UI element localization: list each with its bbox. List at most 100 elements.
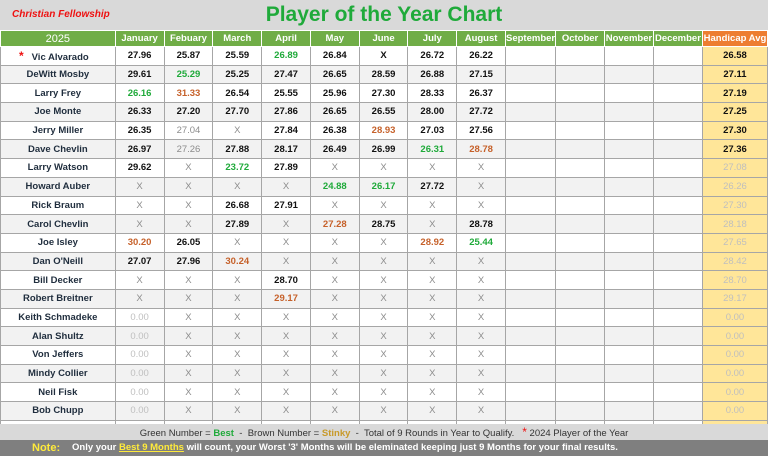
score-cell[interactable] [504, 64, 557, 85]
player-name-cell[interactable]: DeWitt Mosby [0, 64, 116, 85]
score-cell[interactable]: X [456, 307, 506, 328]
score-cell[interactable]: X [309, 232, 360, 253]
score-cell[interactable] [555, 345, 605, 365]
score-cell[interactable]: X [261, 345, 311, 365]
score-cell[interactable]: X [358, 46, 409, 66]
score-cell[interactable]: 26.72 [407, 46, 458, 66]
score-cell[interactable]: X [212, 176, 263, 197]
score-cell[interactable] [603, 83, 654, 104]
score-cell[interactable]: 27.89 [261, 158, 311, 178]
score-cell[interactable] [504, 251, 557, 272]
score-cell[interactable]: 27.03 [407, 120, 458, 141]
score-cell[interactable] [504, 363, 557, 384]
score-cell[interactable]: X [309, 382, 360, 403]
player-name-cell[interactable]: Howard Auber [0, 176, 116, 197]
player-name-cell[interactable]: Neil Fisk [0, 382, 116, 403]
score-cell[interactable]: 26.33 [114, 102, 165, 122]
handicap-avg-cell[interactable]: 27.08 [701, 158, 768, 178]
score-cell[interactable]: 25.29 [163, 64, 214, 85]
score-cell[interactable] [652, 382, 703, 403]
score-cell[interactable]: X [456, 195, 506, 216]
score-cell[interactable]: X [163, 363, 214, 384]
score-cell[interactable]: 27.89 [212, 214, 263, 234]
score-cell[interactable]: X [358, 232, 409, 253]
score-cell[interactable]: X [309, 345, 360, 365]
score-cell[interactable]: 26.22 [456, 46, 506, 66]
score-cell[interactable] [555, 64, 605, 85]
score-cell[interactable] [555, 214, 605, 234]
score-cell[interactable]: X [212, 363, 263, 384]
score-cell[interactable] [504, 288, 557, 309]
score-cell[interactable] [504, 176, 557, 197]
score-cell[interactable]: X [358, 270, 409, 290]
score-cell[interactable]: X [309, 195, 360, 216]
player-name-cell[interactable]: Von Jeffers [0, 345, 116, 365]
score-cell[interactable] [504, 270, 557, 290]
score-cell[interactable]: 28.92 [407, 232, 458, 253]
score-cell[interactable]: X [456, 158, 506, 178]
score-cell[interactable]: 27.15 [456, 64, 506, 85]
score-cell[interactable] [652, 401, 703, 421]
score-cell[interactable]: X [163, 382, 214, 403]
score-cell[interactable]: X [358, 288, 409, 309]
score-cell[interactable] [652, 307, 703, 328]
score-cell[interactable]: 26.55 [358, 102, 409, 122]
score-cell[interactable]: 27.47 [261, 64, 311, 85]
score-cell[interactable] [603, 270, 654, 290]
score-cell[interactable]: X [456, 270, 506, 290]
score-cell[interactable] [504, 195, 557, 216]
score-cell[interactable]: X [261, 176, 311, 197]
score-cell[interactable]: 27.91 [261, 195, 311, 216]
score-cell[interactable]: 27.96 [114, 46, 165, 66]
score-cell[interactable]: X [114, 214, 165, 234]
score-cell[interactable]: X [407, 382, 458, 403]
score-cell[interactable]: 27.28 [309, 214, 360, 234]
score-cell[interactable]: X [261, 401, 311, 421]
score-cell[interactable] [652, 46, 703, 66]
score-cell[interactable]: X [407, 363, 458, 384]
score-cell[interactable]: X [456, 176, 506, 197]
score-cell[interactable]: 25.87 [163, 46, 214, 66]
score-cell[interactable]: 0.00 [114, 307, 165, 328]
player-name-cell[interactable]: Larry Watson [0, 158, 116, 178]
score-cell[interactable]: 28.78 [456, 214, 506, 234]
score-cell[interactable]: X [261, 232, 311, 253]
score-cell[interactable]: X [114, 176, 165, 197]
score-cell[interactable]: X [358, 326, 409, 346]
score-cell[interactable]: 29.62 [114, 158, 165, 178]
score-cell[interactable]: X [456, 288, 506, 309]
player-name-cell[interactable]: Alan Shultz [0, 326, 116, 346]
score-cell[interactable]: X [407, 345, 458, 365]
handicap-avg-cell[interactable]: 0.00 [701, 345, 768, 365]
score-cell[interactable] [652, 83, 703, 104]
score-cell[interactable] [555, 251, 605, 272]
score-cell[interactable] [603, 251, 654, 272]
score-cell[interactable] [603, 288, 654, 309]
score-cell[interactable]: X [309, 401, 360, 421]
score-cell[interactable]: 26.49 [309, 139, 360, 160]
score-cell[interactable]: 27.04 [163, 120, 214, 141]
score-cell[interactable]: X [114, 288, 165, 309]
score-cell[interactable]: X [309, 363, 360, 384]
handicap-avg-cell[interactable]: 0.00 [701, 326, 768, 346]
score-cell[interactable]: X [261, 363, 311, 384]
handicap-avg-cell[interactable]: 29.17 [701, 288, 768, 309]
handicap-avg-cell[interactable]: 0.00 [701, 307, 768, 328]
score-cell[interactable]: X [261, 214, 311, 234]
month-header[interactable]: August [456, 30, 506, 47]
score-cell[interactable] [603, 195, 654, 216]
score-cell[interactable]: X [261, 307, 311, 328]
score-cell[interactable]: X [163, 288, 214, 309]
score-cell[interactable]: X [212, 401, 263, 421]
score-cell[interactable] [652, 232, 703, 253]
score-cell[interactable]: X [163, 326, 214, 346]
score-cell[interactable] [603, 401, 654, 421]
score-cell[interactable] [652, 214, 703, 234]
score-cell[interactable]: X [358, 158, 409, 178]
score-cell[interactable]: 26.65 [309, 102, 360, 122]
month-header[interactable]: September [504, 30, 557, 47]
handicap-avg-cell[interactable]: 27.25 [701, 102, 768, 122]
score-cell[interactable]: X [163, 270, 214, 290]
score-cell[interactable]: 24.88 [309, 176, 360, 197]
score-cell[interactable]: X [309, 307, 360, 328]
